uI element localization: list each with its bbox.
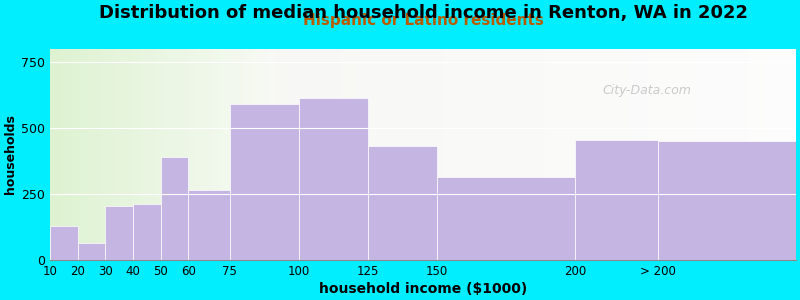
Bar: [230, 104, 298, 260]
Title: Distribution of median household income in Renton, WA in 2022: Distribution of median household income …: [98, 4, 747, 22]
Bar: [437, 177, 575, 260]
Bar: [133, 204, 161, 260]
X-axis label: household income ($1000): household income ($1000): [319, 282, 527, 296]
Bar: [298, 98, 368, 260]
Bar: [106, 206, 133, 260]
Bar: [50, 226, 78, 260]
Bar: [161, 157, 188, 260]
Text: Hispanic or Latino residents: Hispanic or Latino residents: [302, 13, 543, 28]
Y-axis label: households: households: [4, 114, 17, 194]
Bar: [658, 141, 796, 260]
Bar: [188, 190, 230, 260]
Text: City-Data.com: City-Data.com: [602, 84, 691, 98]
Bar: [368, 146, 437, 260]
Bar: [78, 243, 106, 260]
Bar: [575, 140, 658, 260]
